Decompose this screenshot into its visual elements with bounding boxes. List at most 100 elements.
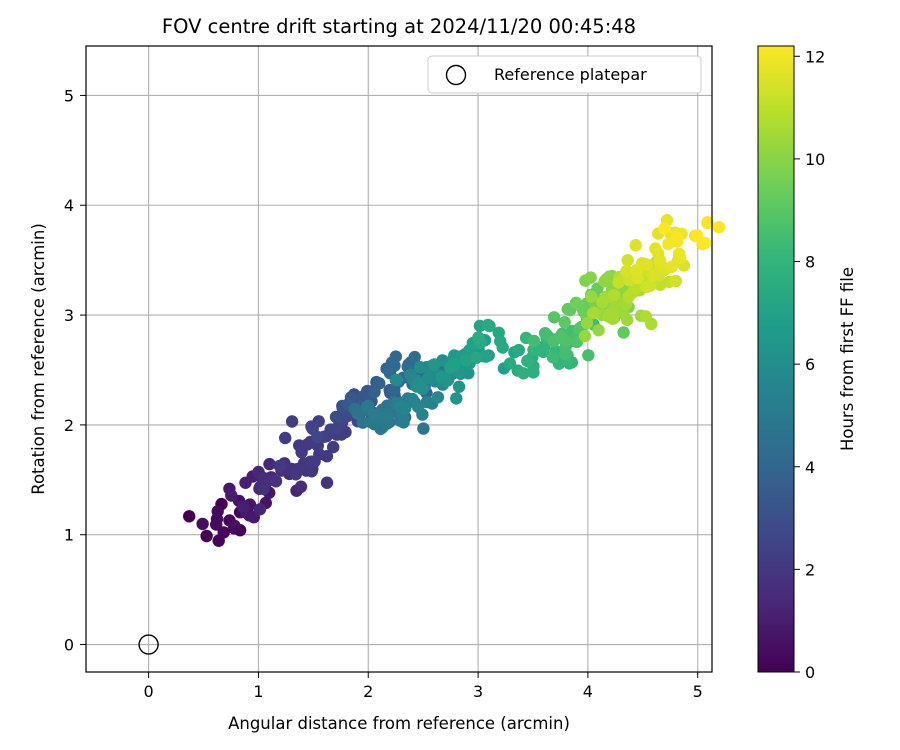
data-point <box>527 343 540 357</box>
data-point <box>538 327 552 340</box>
data-point <box>640 258 653 271</box>
data-point <box>665 260 678 273</box>
data-point <box>558 316 571 329</box>
data-point <box>559 347 572 360</box>
y-tick-label: 1 <box>64 526 74 545</box>
colorbar-tick-label: 12 <box>805 47 825 66</box>
data-point <box>273 459 286 473</box>
data-point <box>258 472 271 485</box>
data-point <box>228 519 241 532</box>
data-point <box>517 367 530 380</box>
data-point <box>621 313 634 327</box>
data-point <box>630 264 644 278</box>
data-point <box>210 518 223 531</box>
x-tick-label: 3 <box>473 682 483 701</box>
data-point <box>373 377 386 390</box>
data-point <box>294 480 308 493</box>
data-point <box>612 276 625 289</box>
data-point <box>629 239 642 252</box>
data-point <box>368 408 381 421</box>
y-tick-label: 5 <box>64 86 74 105</box>
data-point <box>416 382 429 396</box>
data-point <box>608 289 621 302</box>
data-point <box>653 254 667 268</box>
y-axis-ticks: 0 1 2 3 4 5 <box>64 86 86 655</box>
plot-frame <box>85 45 713 673</box>
chart-title: FOV centre drift starting at 2024/11/20 … <box>162 15 636 38</box>
data-point <box>462 367 475 380</box>
colorbar-tick-label: 2 <box>805 560 815 579</box>
data-point <box>225 489 238 502</box>
data-point <box>527 334 541 348</box>
data-point <box>200 529 213 543</box>
data-point <box>285 415 299 428</box>
data-point <box>596 295 609 309</box>
colorbar-tick-label: 0 <box>805 663 815 682</box>
data-point <box>239 476 252 489</box>
data-point <box>496 341 509 354</box>
data-point <box>698 236 712 250</box>
data-point <box>584 271 597 284</box>
data-point <box>712 221 726 234</box>
data-point <box>672 247 686 260</box>
legend-label-reference-platepar: Reference platepar <box>494 65 647 84</box>
data-point <box>578 329 592 343</box>
data-point <box>435 370 448 384</box>
data-point <box>643 279 657 292</box>
data-point <box>305 465 318 478</box>
x-axis-label: Angular distance from reference (arcmin) <box>228 714 570 733</box>
data-point <box>390 373 404 387</box>
data-point <box>647 269 660 282</box>
data-point <box>279 431 292 445</box>
data-point <box>671 231 684 244</box>
data-point <box>351 407 364 420</box>
data-point <box>263 457 276 471</box>
data-point <box>701 216 714 229</box>
data-point <box>669 274 683 288</box>
legend-marker-circle <box>445 64 467 86</box>
data-point <box>658 222 671 235</box>
data-point <box>236 500 250 514</box>
data-point <box>580 316 594 330</box>
colorbar-tick-label: 8 <box>805 253 815 272</box>
colorbar-label: Hours from first FF file <box>838 267 857 451</box>
data-point <box>620 264 633 278</box>
data-point <box>257 482 270 496</box>
data-point <box>253 503 267 516</box>
data-point <box>408 350 421 364</box>
data-point <box>399 402 412 415</box>
colorbar <box>757 45 795 673</box>
colorbar-tick-label: 10 <box>805 150 825 169</box>
data-point <box>422 371 435 385</box>
data-point <box>527 366 540 379</box>
data-point <box>582 349 595 362</box>
data-point <box>470 351 483 364</box>
data-point <box>472 331 485 344</box>
data-point <box>305 420 318 433</box>
data-point <box>389 350 402 363</box>
data-point <box>554 330 567 343</box>
x-tick-label: 4 <box>583 682 593 701</box>
data-point <box>381 410 394 423</box>
data-point <box>320 476 334 489</box>
data-point <box>512 343 525 357</box>
data-point <box>479 350 493 363</box>
data-point <box>269 475 283 488</box>
data-point <box>639 310 652 323</box>
y-tick-label: 0 <box>64 636 74 655</box>
data-point <box>196 517 209 531</box>
colorbar-tick-label: 4 <box>805 458 815 477</box>
data-point <box>649 242 662 255</box>
data-point <box>413 361 427 374</box>
colorbar-tick-label: 6 <box>805 355 815 374</box>
data-point <box>450 392 463 405</box>
y-tick-label: 3 <box>64 306 74 325</box>
data-point <box>569 296 583 309</box>
data-point <box>481 318 495 332</box>
data-point <box>411 400 425 414</box>
data-point <box>459 354 473 367</box>
data-point <box>183 510 196 523</box>
x-tick-label: 5 <box>693 682 703 701</box>
data-point <box>691 229 704 242</box>
